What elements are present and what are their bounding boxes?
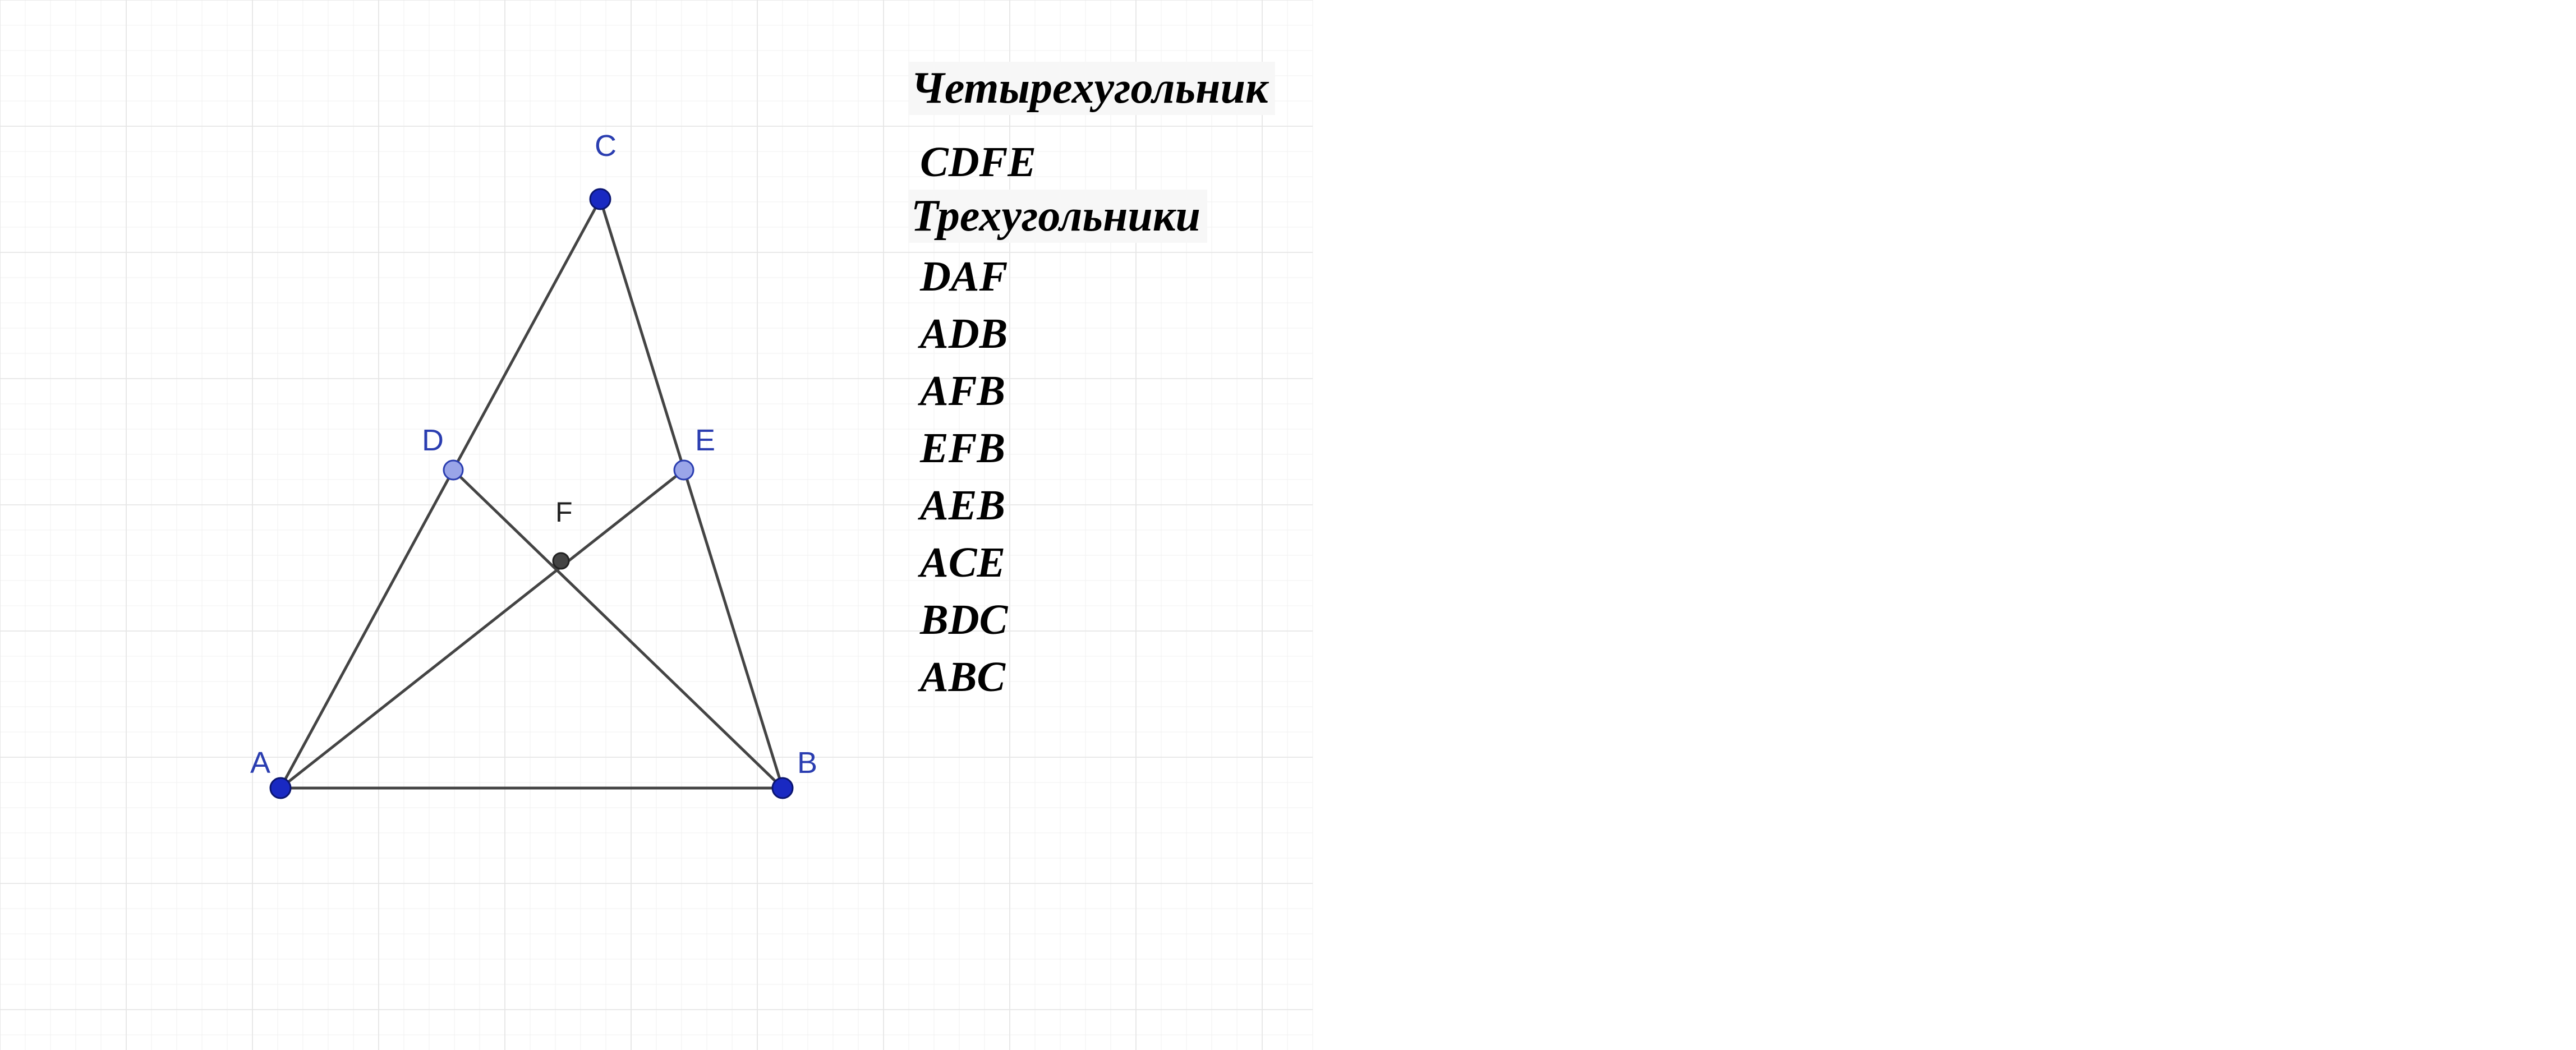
segments: [280, 199, 783, 788]
point-A[interactable]: [270, 778, 291, 798]
point-label-A: A: [250, 745, 270, 780]
figure-list-cdfe: CDFE: [920, 138, 1036, 187]
figure-list-bdc: BDC: [920, 596, 1008, 644]
figure-list-adb: ADB: [920, 310, 1008, 358]
heading-quad: Четырехугольник: [909, 62, 1275, 115]
heading-tri: Трехугольники: [909, 190, 1207, 243]
figure-list-abc: ABC: [920, 653, 1005, 702]
figure-list-aeb: AEB: [920, 481, 1005, 530]
figure-list-daf: DAF: [920, 252, 1008, 301]
segment-AE: [280, 470, 684, 788]
geometry-canvas: ABCDEFЧетырехугольникТрехугольникиCDFEDA…: [0, 0, 2576, 1050]
figure-list-ace: ACE: [920, 538, 1005, 587]
grid: [0, 0, 1313, 1050]
point-label-E: E: [695, 423, 715, 458]
figure-list-afb: AFB: [920, 367, 1005, 416]
svg-root: [0, 0, 2576, 1050]
point-label-C: C: [595, 128, 617, 163]
point-D[interactable]: [444, 460, 463, 480]
figure-list-efb: EFB: [920, 424, 1005, 473]
point-E[interactable]: [674, 460, 693, 480]
point-label-D: D: [422, 423, 444, 458]
point-F[interactable]: [553, 553, 569, 569]
point-B[interactable]: [772, 778, 793, 798]
point-label-B: B: [797, 745, 817, 780]
point-C[interactable]: [590, 189, 610, 209]
point-label-F: F: [555, 496, 573, 528]
